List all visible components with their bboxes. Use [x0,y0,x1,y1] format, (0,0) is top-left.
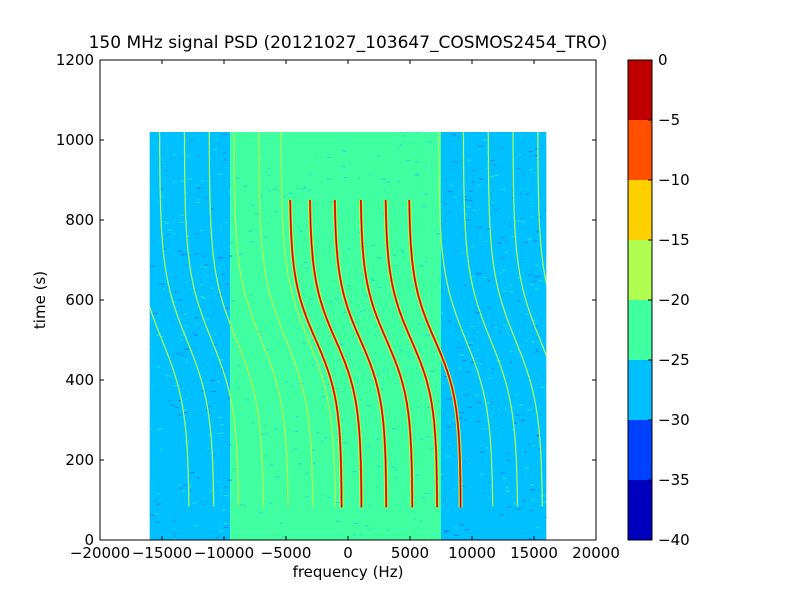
trace-peak [360,200,413,508]
faint-trace [233,132,289,507]
x-axis-label: frequency (Hz) [293,563,404,581]
faint-trace [438,132,494,507]
x-tick-label: 20000 [572,544,620,562]
faint-trace [159,132,215,507]
chart-title: 150 MHz signal PSD (20121027_103647_COSM… [89,33,608,53]
colorbar-tick-label: −15 [658,231,690,249]
faint-trace [512,132,547,358]
x-tick-label: −20000 [70,544,130,562]
colorbar-tick-label: −20 [658,291,690,309]
faint-trace [258,132,314,507]
colorbar-tick-label: −35 [658,471,690,489]
x-tick-label: 10000 [448,544,496,562]
faint-trace [462,132,519,507]
colorbar-segment [628,300,652,360]
background-region [441,132,547,540]
heatmap [149,132,547,540]
faint-trace [487,132,543,507]
colorbar-tick-label: −10 [658,171,690,189]
colorbar: −40 −35 −30 −25 −20 −15 −10 −5 0 [627,51,690,549]
colorbar-segment [628,480,652,540]
x-tick-label: 5000 [391,544,429,562]
y-tick-label: 600 [65,291,94,309]
y-axis-label: time (s) [31,271,49,329]
y-tick-label: 1000 [56,131,94,149]
signal-traces [149,132,547,508]
y-tick-label: 0 [84,531,94,549]
trace-peak [334,199,387,508]
faint-trace [208,132,264,507]
faint-trace [537,132,547,287]
x-axis: −20000 −15000 −10000 −5000 0 5000 10000 15000 20… [70,60,620,562]
colorbar-segment [628,240,652,300]
faint-trace [280,132,336,507]
x-tick-label: 15000 [510,544,558,562]
colorbar-tick-label: −25 [658,351,690,369]
x-tick-label: −5000 [261,544,312,562]
y-tick-label: 800 [65,211,94,229]
colorbar-segment [628,60,652,120]
x-tick-label: −10000 [194,544,254,562]
trace-peak [408,199,462,508]
colorbar-tick-label: −30 [658,411,690,429]
y-tick-label: 400 [65,371,94,389]
colorbar-segment [628,120,652,180]
y-axis: 0 200 400 600 800 1000 1200 [56,51,596,549]
y-tick-label: 200 [65,451,94,469]
trace-peak [289,200,343,508]
plot-area: −20000 −15000 −10000 −5000 0 5000 10000 15000 20… [56,51,620,562]
colorbar-tick-label: 0 [658,51,668,69]
colorbar-segment [628,180,652,240]
noise-texture [150,132,547,540]
colorbar-tick-label: −40 [658,531,690,549]
colorbar-segment [628,360,652,420]
faint-trace [149,304,190,507]
y-tick-label: 1200 [56,51,94,69]
colorbar-segment [628,420,652,480]
trace-peak [309,199,362,508]
faint-trace [183,132,240,507]
trace-peak [385,200,438,508]
colorbar-tick-label: −5 [658,111,680,129]
x-tick-label: 0 [343,544,353,562]
background-region [230,132,255,540]
x-tick-label: −15000 [132,544,192,562]
